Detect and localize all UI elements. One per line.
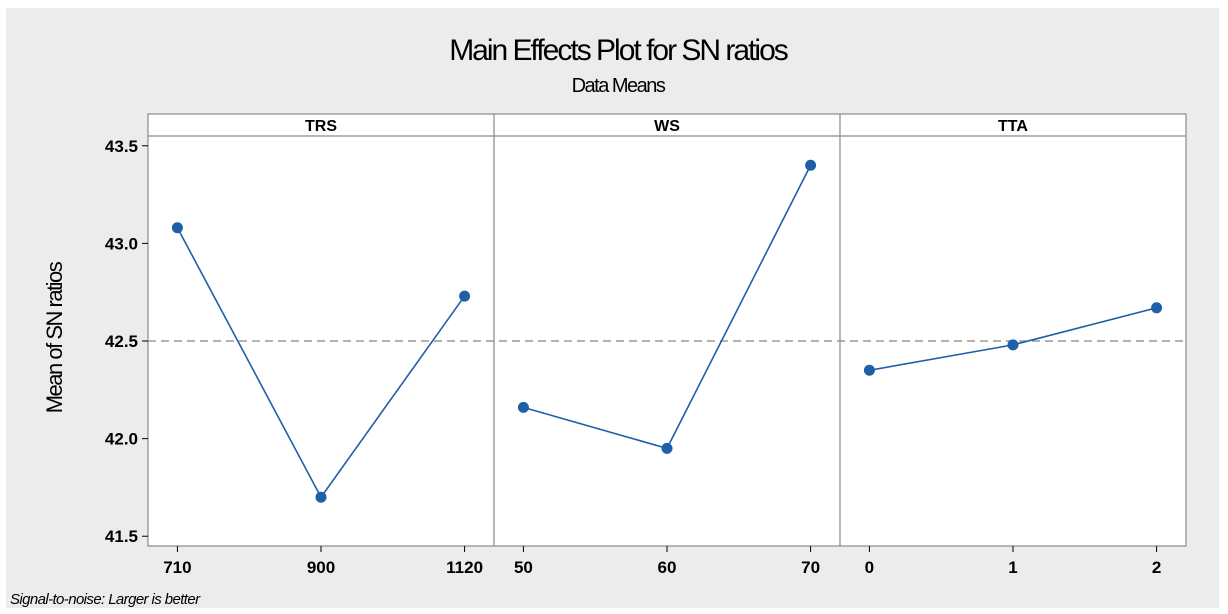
chart-frame: Main Effects Plot for SN ratios Data Mea…	[6, 8, 1219, 608]
data-point	[171, 222, 183, 234]
panel-label-trs: TRS	[305, 118, 337, 135]
x-tick-label: 2	[1152, 558, 1161, 577]
y-tick-label: 42.5	[105, 332, 138, 351]
chart-title: Main Effects Plot for SN ratios	[449, 34, 788, 67]
x-tick-label: 710	[163, 558, 191, 577]
y-tick-label: 43.5	[105, 137, 138, 156]
data-point	[863, 364, 875, 376]
plot-area: 41.5 42.0 42.5 43.0 43.5 TRS 710 900 1120 WS 50 60 7…	[105, 113, 1187, 577]
x-tick-label: 1	[1008, 558, 1017, 577]
x-tick-label: 1120	[446, 558, 483, 577]
data-point	[805, 159, 817, 171]
data-point	[661, 442, 673, 454]
x-tick-label: 50	[514, 558, 533, 577]
panel-label-ws: WS	[654, 118, 680, 135]
chart-subtitle: Data Means	[572, 75, 666, 97]
main-effects-chart: Main Effects Plot for SN ratios Data Mea…	[10, 34, 1187, 608]
y-tick-label: 41.5	[105, 527, 138, 546]
data-point	[517, 401, 529, 413]
x-tick-label: 0	[865, 558, 874, 577]
footnote: Signal-to-noise: Larger is better	[10, 591, 201, 608]
data-point	[459, 290, 471, 302]
plot-background	[147, 113, 1187, 547]
panel-label-tta: TTA	[998, 118, 1028, 135]
x-tick-label: 70	[801, 558, 820, 577]
y-axis-label: Mean of SN ratios	[42, 261, 67, 413]
data-point	[1007, 339, 1019, 351]
y-tick-label: 43.0	[105, 234, 138, 253]
x-tick-label: 60	[658, 558, 677, 577]
data-point	[315, 491, 327, 503]
data-point	[1151, 302, 1163, 314]
x-tick-label: 900	[307, 558, 335, 577]
y-tick-label: 42.0	[105, 430, 138, 449]
